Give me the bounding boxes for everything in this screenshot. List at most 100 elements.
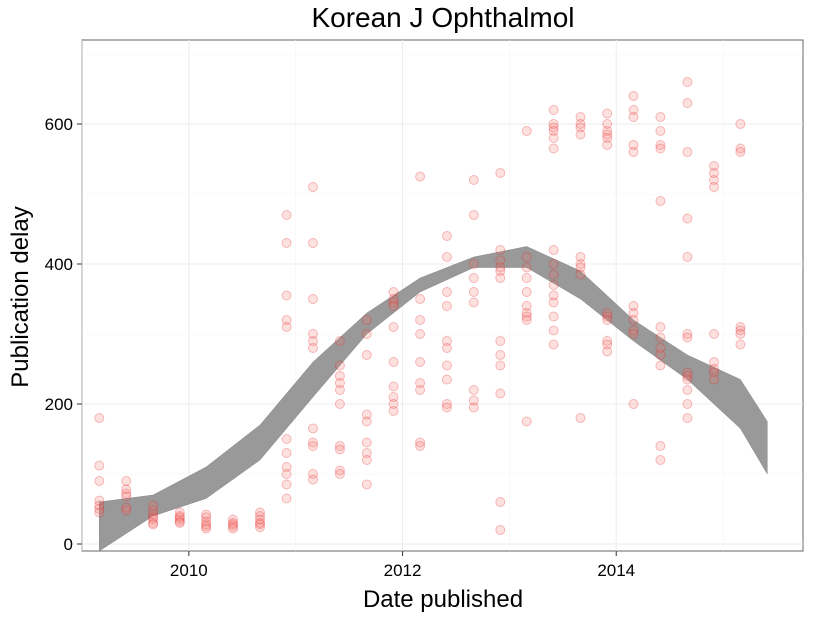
data-point — [521, 311, 532, 322]
y-tick-label: 200 — [45, 395, 73, 414]
data-point — [334, 385, 345, 395]
data-point — [468, 259, 479, 269]
data-point — [628, 329, 639, 339]
data-point — [735, 143, 746, 154]
data-point — [334, 441, 345, 451]
data-point — [468, 273, 479, 283]
data-point — [281, 315, 292, 325]
data-point — [308, 182, 318, 192]
data-point — [602, 140, 613, 150]
data-point — [201, 519, 212, 530]
data-point — [361, 350, 372, 360]
data-point — [655, 360, 666, 371]
data-point — [308, 423, 318, 434]
data-point — [495, 255, 506, 266]
data-point — [441, 252, 452, 262]
data-point — [255, 507, 265, 518]
data-point — [521, 262, 532, 273]
data-point — [415, 315, 426, 325]
data-point — [388, 301, 399, 311]
data-point — [94, 413, 105, 423]
data-point — [655, 332, 666, 343]
data-point — [735, 322, 746, 332]
data-point — [121, 488, 132, 499]
data-point — [148, 518, 159, 528]
data-point — [388, 399, 399, 409]
data-point — [495, 388, 506, 399]
data-point — [415, 437, 426, 448]
data-point — [174, 514, 185, 525]
data-point — [468, 287, 479, 297]
data-point — [682, 332, 693, 343]
data-point — [628, 112, 639, 122]
data-point — [415, 378, 426, 388]
data-point — [521, 416, 532, 427]
data-point — [628, 140, 639, 150]
data-point — [415, 385, 426, 395]
data-point — [628, 325, 639, 336]
data-point — [602, 308, 613, 318]
data-point — [334, 399, 345, 409]
data-point — [735, 147, 746, 157]
y-tick-label: 0 — [64, 535, 73, 554]
data-point — [334, 444, 345, 455]
data-point — [334, 465, 345, 476]
data-point — [121, 505, 132, 516]
data-point — [655, 350, 666, 360]
data-point — [709, 329, 719, 339]
data-point — [281, 290, 292, 301]
data-point — [495, 245, 506, 255]
data-point — [255, 511, 265, 521]
data-point — [575, 269, 586, 280]
data-point — [575, 122, 586, 133]
data-point — [709, 161, 719, 171]
data-point — [361, 409, 372, 420]
data-point — [709, 357, 719, 367]
data-point — [361, 479, 372, 490]
data-point — [228, 514, 238, 525]
data-point — [441, 287, 452, 297]
x-axis: 2010 2012 2014 — [170, 551, 635, 580]
data-point — [361, 437, 372, 448]
data-point — [121, 491, 132, 502]
data-point — [548, 105, 559, 115]
data-point — [441, 343, 452, 353]
data-point — [495, 497, 506, 507]
data-point — [682, 371, 693, 381]
data-point — [308, 343, 318, 353]
data-point — [468, 297, 479, 308]
data-point — [148, 514, 159, 525]
data-point — [495, 273, 506, 283]
data-point — [735, 325, 746, 336]
smooth-band-layer — [99, 246, 768, 552]
data-point — [361, 448, 372, 458]
data-point — [228, 523, 238, 534]
data-point — [94, 504, 105, 514]
data-point — [682, 374, 693, 385]
panel-border — [81, 39, 804, 552]
data-point — [148, 500, 159, 511]
data-point — [441, 231, 452, 241]
data-point — [201, 509, 212, 520]
data-point — [174, 512, 185, 523]
data-point — [388, 297, 399, 308]
data-point — [575, 252, 586, 262]
data-point — [548, 143, 559, 154]
data-point — [655, 140, 666, 150]
data-point — [682, 77, 693, 87]
data-point — [735, 339, 746, 350]
data-point — [548, 311, 559, 322]
data-point — [655, 112, 666, 122]
data-point — [602, 346, 613, 357]
data-point — [602, 339, 613, 350]
data-point — [308, 469, 318, 479]
data-point — [308, 441, 318, 451]
data-point — [388, 287, 399, 297]
data-point — [575, 413, 586, 423]
data-point — [415, 171, 426, 182]
data-point — [334, 360, 345, 371]
data-point — [655, 343, 666, 353]
data-point — [94, 460, 105, 471]
y-tick-label: 400 — [45, 255, 73, 274]
